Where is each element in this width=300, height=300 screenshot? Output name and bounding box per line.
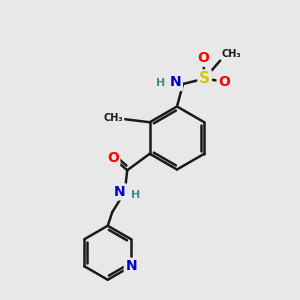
Text: N: N	[114, 185, 125, 199]
Text: H: H	[156, 77, 166, 88]
Text: CH₃: CH₃	[222, 49, 241, 59]
Text: N: N	[125, 259, 137, 273]
Text: S: S	[199, 71, 210, 86]
Text: H: H	[131, 190, 141, 200]
Text: CH₃: CH₃	[104, 113, 124, 123]
Text: O: O	[218, 75, 230, 88]
Text: O: O	[197, 51, 209, 65]
Text: N: N	[170, 76, 181, 89]
Text: O: O	[107, 151, 119, 165]
